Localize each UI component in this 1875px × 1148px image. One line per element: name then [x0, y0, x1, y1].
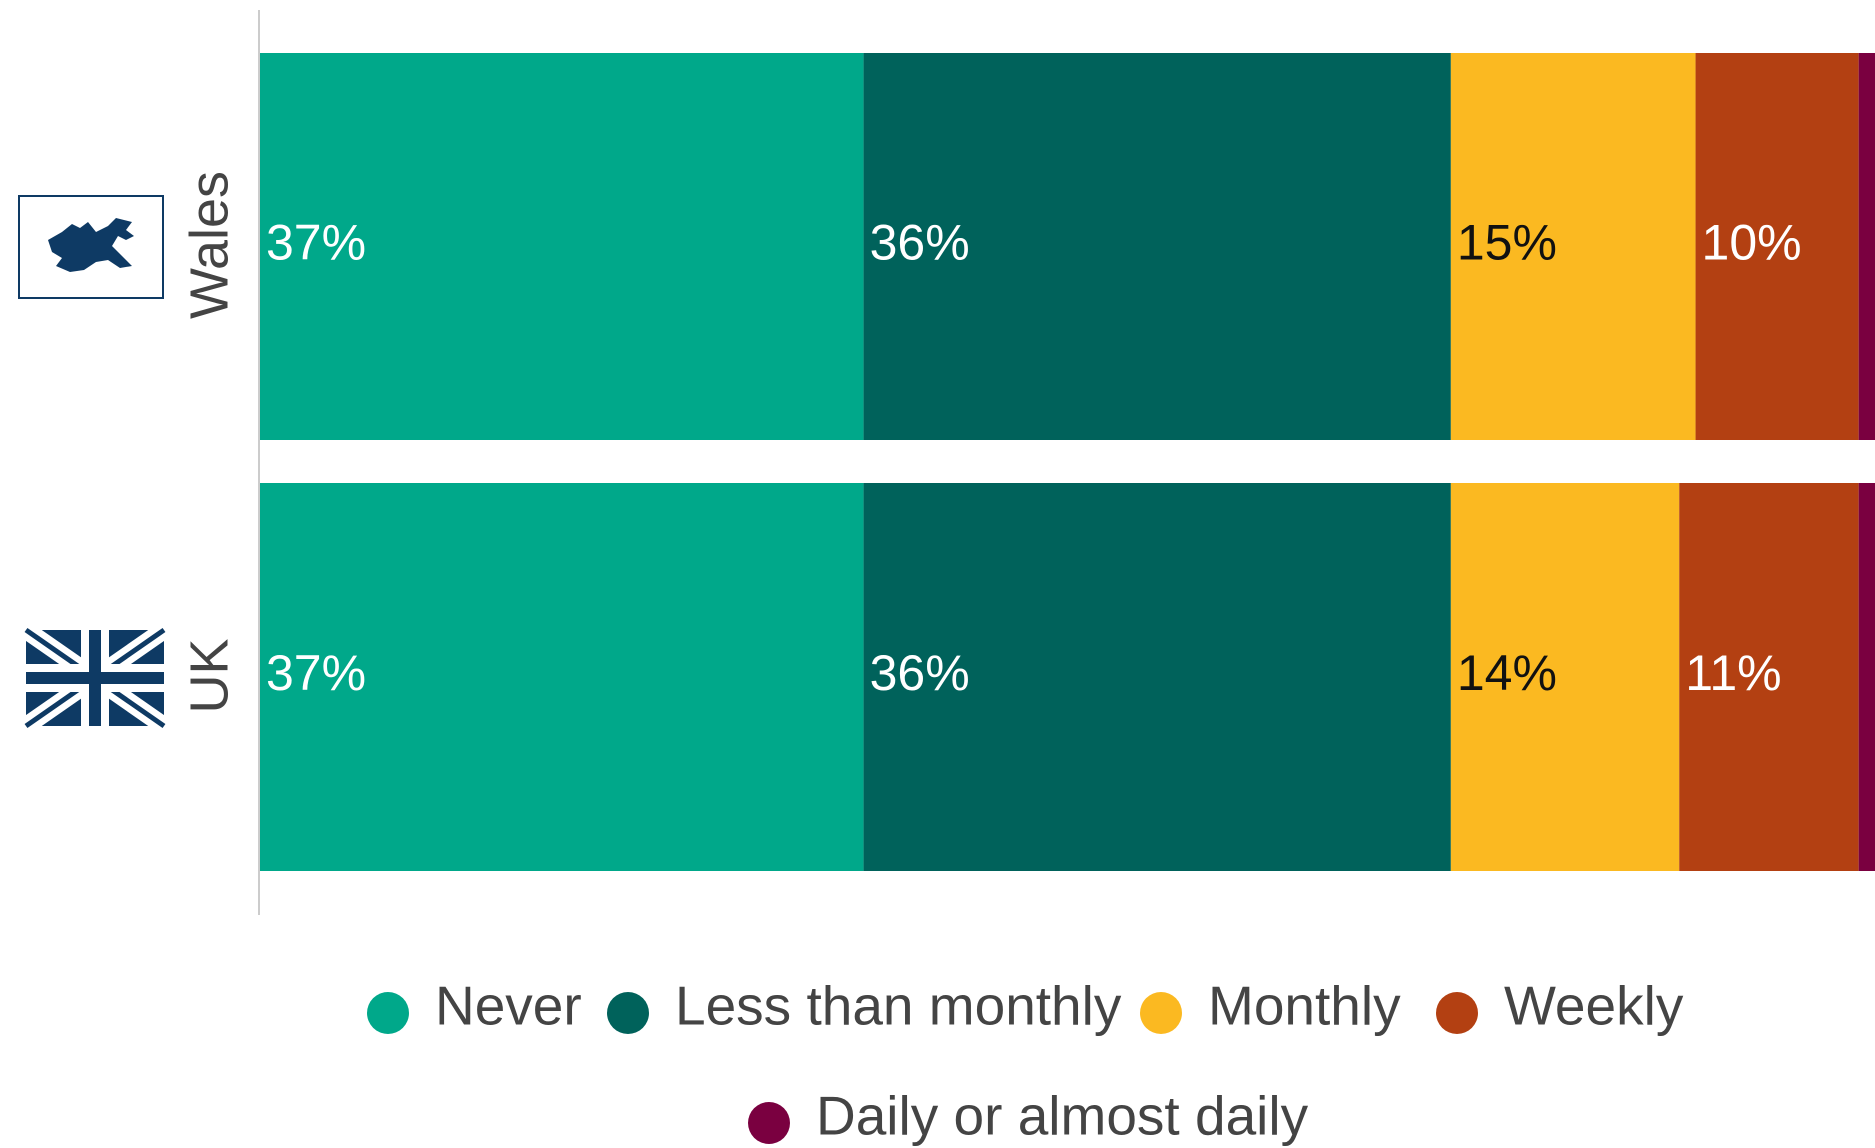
category-label: Wales — [179, 171, 239, 319]
bar-segment — [1858, 53, 1875, 440]
data-label: 10% — [1702, 215, 1802, 271]
data-label: 14% — [1457, 645, 1557, 701]
data-label: 11% — [1685, 645, 1781, 701]
data-label: 15% — [1457, 215, 1557, 271]
category-label: UK — [179, 638, 239, 713]
legend-label: Daily or almost daily — [816, 1085, 1309, 1147]
bar-segment — [1695, 53, 1859, 440]
legend-swatch — [607, 992, 649, 1034]
bar-segment — [863, 53, 1451, 440]
bar-segment — [260, 53, 864, 440]
bar-segment — [1858, 483, 1875, 871]
bar-segment — [863, 483, 1451, 871]
data-label: 37% — [266, 215, 366, 271]
legend-swatch — [1436, 992, 1478, 1034]
bar-segment — [260, 483, 864, 871]
data-label: 36% — [870, 645, 970, 701]
bar-segment — [1450, 483, 1680, 871]
data-label: 37% — [266, 645, 366, 701]
wales-flag — [18, 195, 164, 299]
bar-segment — [1450, 53, 1696, 440]
legend-label: Weekly — [1504, 975, 1684, 1037]
legend-label: Never — [435, 975, 582, 1037]
bar-segment — [1679, 483, 1859, 871]
legend-swatch — [1140, 992, 1182, 1034]
legend-label: Less than monthly — [675, 975, 1122, 1037]
legend-swatch — [748, 1102, 790, 1144]
legend-label: Monthly — [1208, 975, 1401, 1037]
data-label: 36% — [870, 215, 970, 271]
uk-flag — [20, 622, 170, 734]
legend-swatch — [367, 992, 409, 1034]
